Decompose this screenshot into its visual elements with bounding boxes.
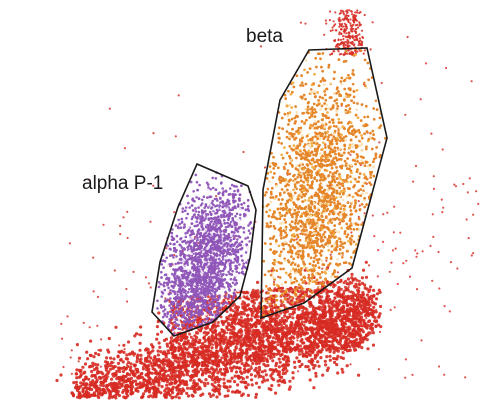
gate-alpha-p1[interactable]	[151, 162, 257, 337]
gate-label-beta: beta	[246, 26, 283, 47]
background-events	[55, 9, 480, 400]
beta-events	[260, 47, 387, 317]
alpha-events	[154, 171, 254, 337]
gate-label-alpha: alpha P-1	[82, 173, 163, 194]
gate-beta[interactable]	[260, 47, 388, 320]
